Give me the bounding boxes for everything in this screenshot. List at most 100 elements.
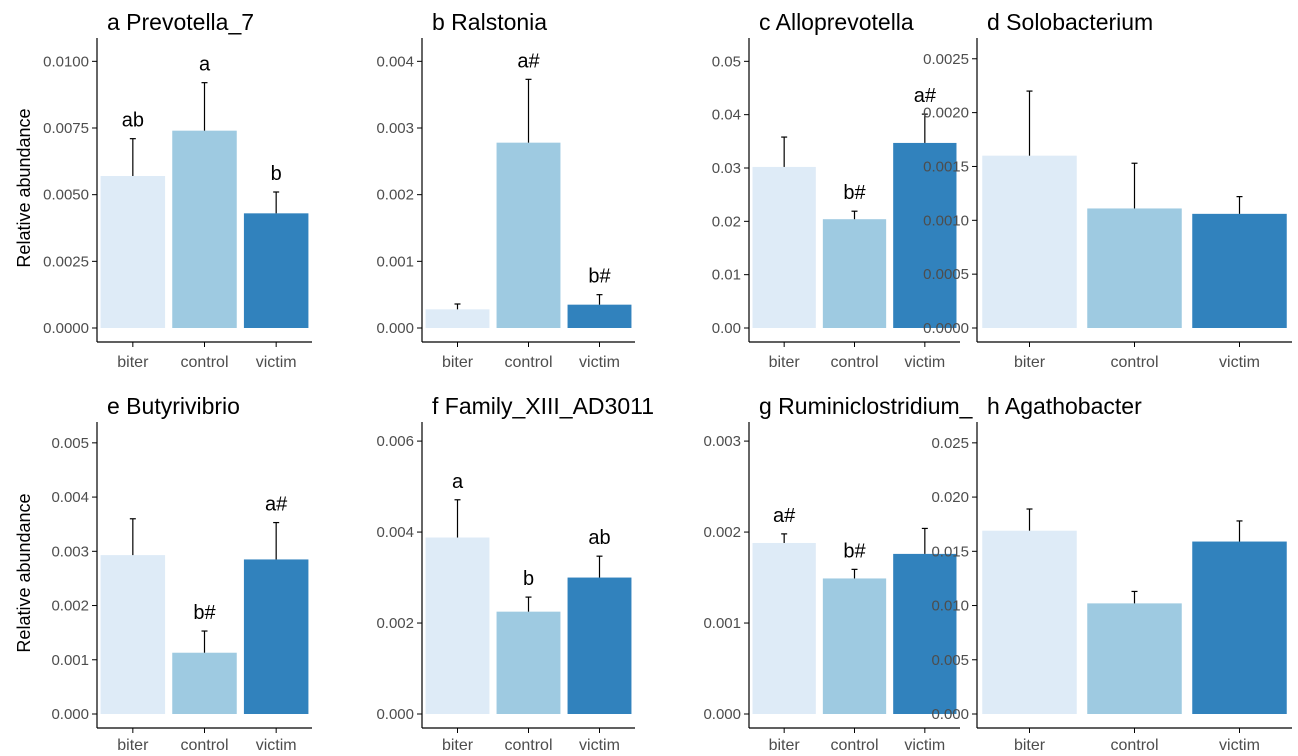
significance-label: b: [271, 163, 282, 185]
y-tick-label: 0.0075: [43, 120, 89, 137]
bar-control: [496, 611, 561, 714]
significance-label: ab: [122, 110, 144, 132]
y-tick-label: 0.04: [712, 107, 741, 124]
y-tick-label: 0.006: [376, 433, 414, 450]
bar-biter: [425, 537, 490, 714]
panel-a: a Prevotella_7 Relative abundance 0.0000 0.…: [14, 9, 312, 371]
y-tick-label: 0.0025: [923, 51, 969, 68]
y-tick-label: 0.02: [712, 213, 741, 230]
bar-biter: [752, 166, 816, 328]
bar-biter: [982, 155, 1077, 328]
y-tick-label: 0.025: [931, 435, 969, 452]
x-tick-label: biter: [442, 354, 474, 371]
bar-biter: [100, 555, 166, 714]
panel-title: a Prevotella_7: [107, 9, 254, 35]
y-tick-label: 0.001: [376, 253, 414, 270]
x-tick-label: victim: [904, 737, 945, 754]
y-tick-label: 0.001: [51, 652, 89, 669]
significance-label: b#: [193, 602, 216, 624]
x-tick-label: victim: [256, 354, 297, 371]
bar-victim: [1192, 541, 1287, 714]
y-tick-label: 0.000: [931, 706, 969, 723]
x-tick-label: control: [504, 737, 552, 754]
y-tick-label: 0.004: [376, 524, 414, 541]
significance-label: b#: [588, 266, 611, 288]
x-tick-label: control: [830, 354, 878, 371]
x-tick-label: victim: [1219, 354, 1260, 371]
x-tick-label: control: [180, 354, 228, 371]
x-tick-label: control: [830, 737, 878, 754]
bar-control: [172, 652, 237, 714]
panel-title: e Butyrivibrio: [107, 393, 240, 419]
x-tick-label: control: [504, 354, 552, 371]
significance-label: b#: [843, 540, 866, 562]
significance-label: a#: [773, 505, 796, 527]
y-tick-label: 0.0020: [923, 105, 969, 122]
significance-label: b#: [843, 182, 866, 204]
significance-label: a#: [517, 50, 540, 72]
panel-title: b Ralstonia: [432, 9, 547, 35]
bar-victim: [893, 553, 957, 714]
x-tick-label: victim: [256, 737, 297, 754]
x-tick-label: victim: [579, 737, 620, 754]
y-axis-label: Relative abundance: [14, 493, 34, 652]
y-tick-label: 0.005: [931, 652, 969, 669]
y-tick-label: 0.00: [712, 320, 741, 337]
significance-label: a: [199, 54, 211, 76]
y-tick-label: 0.05: [712, 53, 741, 70]
significance-label: a#: [914, 85, 937, 107]
x-tick-label: biter: [769, 354, 801, 371]
y-tick-label: 0.0025: [43, 253, 89, 270]
bar-biter: [982, 530, 1077, 714]
bar-victim: [243, 559, 309, 714]
y-tick-label: 0.015: [931, 543, 969, 560]
y-tick-label: 0.002: [703, 524, 741, 541]
y-tick-label: 0.03: [712, 160, 741, 177]
x-tick-label: biter: [117, 354, 149, 371]
y-tick-label: 0.000: [376, 706, 414, 723]
panel-title: c Alloprevotella: [759, 9, 914, 35]
significance-label: a: [452, 471, 464, 493]
bar-control: [172, 130, 237, 328]
y-tick-label: 0.005: [51, 435, 89, 452]
bar-control: [1087, 208, 1182, 328]
panel-title: h Agathobacter: [987, 393, 1142, 419]
panel-h: h Agathobacter 0.000 0.005 0.010 0.015 0.020 0…: [931, 393, 1292, 754]
bar-biter: [752, 542, 816, 714]
x-tick-label: control: [180, 737, 228, 754]
x-tick-label: biter: [117, 737, 149, 754]
y-tick-label: 0.003: [703, 433, 741, 450]
y-tick-label: 0.0010: [923, 212, 969, 229]
y-tick-label: 0.003: [51, 543, 89, 560]
x-tick-label: victim: [1219, 737, 1260, 754]
x-tick-label: biter: [1014, 354, 1046, 371]
significance-label: ab: [588, 527, 610, 549]
y-tick-label: 0.020: [931, 489, 969, 506]
panel-d: d Solobacterium 0.0000 0.0005 0.0010 0.0015 0…: [923, 9, 1292, 371]
panel-e: e Butyrivibrio Relative abundance 0.000 0.0…: [14, 393, 312, 754]
y-tick-label: 0.0050: [43, 187, 89, 204]
bar-biter: [100, 176, 166, 328]
x-tick-label: control: [1110, 737, 1158, 754]
bar-victim: [243, 213, 309, 328]
panel-c: c Alloprevotella 0.00 0.01 0.02 0.03 0.04 0.05…: [712, 9, 960, 371]
x-tick-label: victim: [579, 354, 620, 371]
y-tick-label: 0.002: [376, 615, 414, 632]
y-tick-label: 0.000: [376, 320, 414, 337]
bar-biter: [425, 309, 490, 328]
panel-b: b Ralstonia 0.000 0.001 0.002 0.003 0.004 bite…: [376, 9, 635, 371]
y-tick-label: 0.002: [51, 598, 89, 615]
bar-victim: [893, 142, 957, 328]
y-tick-label: 0.0000: [923, 320, 969, 337]
bar-control: [822, 219, 887, 328]
x-tick-label: biter: [769, 737, 801, 754]
x-tick-label: victim: [904, 354, 945, 371]
y-tick-label: 0.004: [51, 489, 89, 506]
panel-g: g Ruminiclostridium_ 0.000 0.001 0.002 0.003…: [703, 393, 973, 754]
panel-f: f Family_XIII_AD3011 0.000 0.002 0.004 0.006…: [376, 393, 654, 754]
bar-control: [496, 142, 561, 328]
y-tick-label: 0.003: [376, 120, 414, 137]
x-tick-label: control: [1110, 354, 1158, 371]
y-axis-label: Relative abundance: [14, 108, 34, 267]
